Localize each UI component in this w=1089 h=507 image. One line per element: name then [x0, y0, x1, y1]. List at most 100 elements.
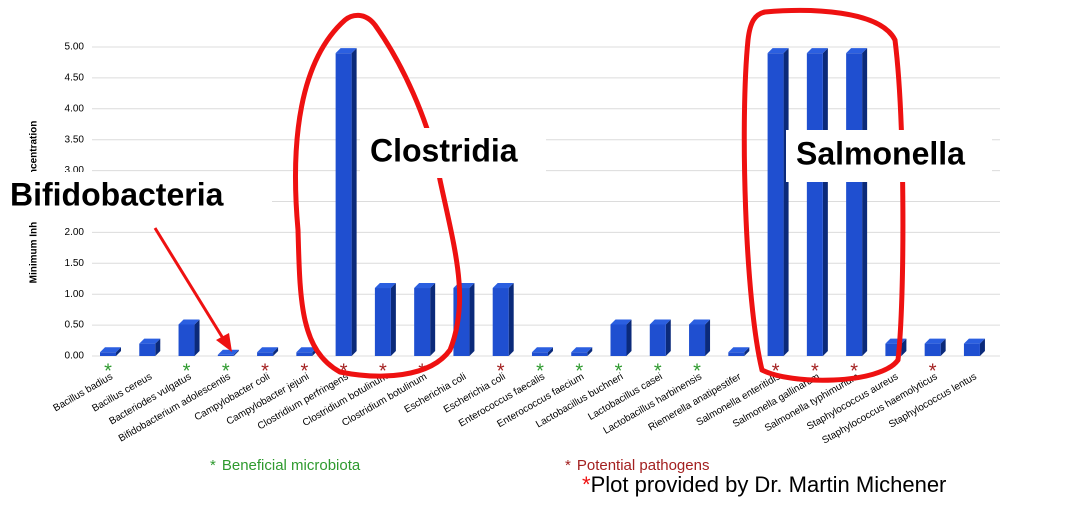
bar-side	[665, 319, 671, 356]
category-marker: *	[811, 360, 819, 382]
bar-side	[508, 283, 514, 356]
category-marker: *	[536, 360, 544, 382]
bar	[335, 53, 352, 357]
arrow-line	[153, 227, 226, 341]
bar-top	[846, 48, 868, 54]
bar-top	[767, 48, 789, 54]
legend-symbol: *	[565, 457, 571, 474]
bar	[767, 53, 784, 357]
bar	[531, 352, 548, 356]
bar-top	[217, 349, 239, 355]
category-marker: *	[183, 360, 191, 382]
bar	[963, 343, 980, 356]
category-marker: *	[379, 360, 387, 382]
bar	[924, 343, 941, 356]
bar	[257, 352, 274, 356]
legend-label: Potential pathogens	[577, 457, 710, 474]
bar-side	[233, 349, 239, 356]
bar-side	[901, 338, 907, 356]
bar-side	[862, 48, 868, 357]
bar	[846, 53, 863, 357]
bar	[217, 354, 234, 356]
category-marker: *	[615, 360, 623, 382]
label-box	[786, 130, 992, 182]
bar-side	[783, 48, 789, 357]
bar-top	[257, 347, 279, 353]
annotation: Clostridia	[370, 132, 518, 168]
y-tick-label: 1.00	[65, 289, 85, 300]
plot-area: 0.000.501.001.502.002.503.003.504.004.50…	[52, 42, 1000, 446]
label-box	[0, 172, 272, 222]
label-box	[360, 128, 546, 178]
bar	[414, 288, 431, 356]
bar	[689, 324, 706, 356]
arrow-head	[216, 333, 232, 352]
bar-side	[155, 338, 161, 356]
footnote-symbol: *	[582, 472, 591, 497]
salmonella-outline	[741, 7, 906, 383]
category-marker: *	[261, 360, 269, 382]
annotation: Bifidobacteria	[10, 176, 224, 212]
bar-side	[469, 283, 475, 356]
bar-top	[139, 338, 161, 344]
y-tick-label: 4.00	[65, 103, 85, 114]
clostridia-outline	[293, 12, 463, 379]
bar-top	[610, 319, 632, 325]
category-marker: *	[300, 360, 308, 382]
bar	[100, 352, 116, 356]
bar-top	[806, 48, 828, 54]
bar-top	[963, 338, 985, 344]
bar-top	[924, 338, 946, 344]
bar-side	[626, 319, 632, 356]
category-marker: *	[222, 360, 230, 382]
bar-side	[116, 347, 121, 356]
bar	[649, 324, 666, 356]
y-tick-label: 0.50	[65, 320, 85, 331]
legend-item: * Potential pathogens	[565, 457, 709, 474]
category-marker: *	[850, 360, 858, 382]
bar-side	[705, 319, 711, 356]
y-tick-label: 5.00	[65, 42, 85, 53]
bar	[728, 352, 745, 356]
bar-top	[571, 347, 593, 353]
bar	[296, 352, 313, 356]
category-marker: *	[104, 360, 112, 382]
bar-side	[979, 338, 985, 356]
bar-top	[649, 319, 671, 325]
y-tick-label: 2.00	[65, 227, 85, 238]
y-tick-label: 0.00	[65, 351, 85, 362]
bar-top	[100, 347, 121, 353]
bar	[139, 343, 156, 356]
bar-side	[547, 347, 553, 356]
bar	[806, 53, 823, 357]
category-marker: *	[575, 360, 583, 382]
bar	[492, 288, 509, 356]
bar-top	[414, 283, 436, 289]
bar-top	[689, 319, 711, 325]
bar-top	[728, 347, 750, 353]
footnote: *Plot provided by Dr. Martin Michener	[582, 472, 946, 497]
bar-side	[587, 347, 593, 356]
bar-side	[351, 48, 357, 357]
bar-top	[374, 283, 396, 289]
bar-top	[531, 347, 553, 353]
legend-symbol: *	[210, 457, 216, 474]
category-marker: *	[497, 360, 505, 382]
legend-label: Beneficial microbiota	[222, 457, 361, 474]
bar	[610, 324, 627, 356]
bar	[178, 324, 195, 356]
bar-side	[390, 283, 396, 356]
y-tick-label: 3.50	[65, 134, 85, 145]
bar-side	[430, 283, 436, 356]
bar-side	[273, 347, 279, 356]
category-marker: *	[654, 360, 662, 382]
legend-item: * Beneficial microbiota	[210, 457, 361, 474]
bar-top	[492, 283, 514, 289]
category-marker: *	[693, 360, 701, 382]
bar-top	[178, 319, 200, 325]
y-tick-label: 1.50	[65, 258, 85, 269]
bar-side	[194, 319, 200, 356]
annotation: Salmonella	[796, 135, 965, 171]
y-tick-label: 3.00	[65, 165, 85, 176]
